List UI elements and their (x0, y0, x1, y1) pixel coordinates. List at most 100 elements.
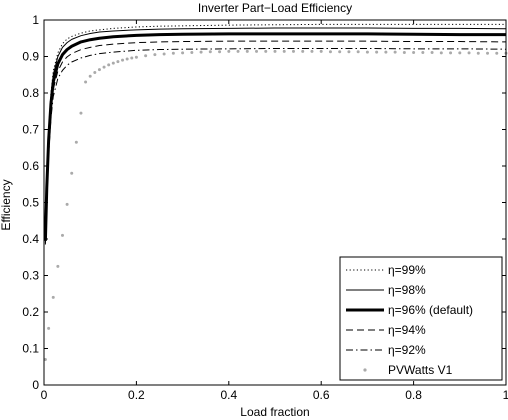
series-4 (44, 40, 507, 243)
series-line (44, 23, 506, 240)
y-axis-label: Efficiency (0, 179, 13, 230)
legend-entry: η=96% (default) (346, 303, 473, 317)
data-point (393, 50, 397, 54)
data-point (273, 49, 277, 53)
legend-entry: η=99% (346, 263, 426, 277)
x-axis-label: Load fraction (240, 405, 309, 419)
y-tick-label: 0.4 (22, 232, 39, 246)
data-point (107, 63, 111, 67)
y-tick-label: 0.7 (22, 123, 39, 137)
data-point (476, 51, 480, 55)
data-point (102, 65, 106, 69)
series-line (44, 47, 507, 245)
data-point (495, 51, 499, 55)
x-tick-label: 0 (41, 388, 48, 402)
legend-entry: PVWatts V1 (363, 363, 453, 377)
plot-frame (43, 19, 507, 386)
data-point (134, 55, 138, 59)
data-point (65, 202, 69, 206)
y-tick-label: 0 (32, 378, 39, 392)
y-tick-label: 0.3 (22, 269, 39, 283)
data-point (356, 50, 360, 54)
data-point (116, 60, 120, 64)
series-layer (43, 23, 508, 361)
x-tick-label: 0.4 (220, 388, 237, 402)
data-point (227, 49, 231, 53)
data-point (47, 326, 51, 330)
x-tick-label: 0.2 (128, 388, 145, 402)
data-point (111, 61, 115, 65)
legend-entry: η=94% (346, 323, 426, 337)
series-5 (44, 47, 507, 245)
y-tick-label: 0.8 (22, 86, 39, 100)
legend-entry: η=92% (346, 343, 426, 357)
data-point (264, 49, 268, 53)
legend: η=99% η=98% η=96% (default) η=94% η=92% PVWat… (339, 256, 503, 381)
data-point (467, 51, 471, 55)
data-point (121, 58, 125, 62)
data-point (125, 57, 129, 61)
series-line (44, 27, 507, 240)
series-line (44, 40, 507, 243)
data-point (144, 54, 148, 58)
data-point (208, 50, 212, 54)
data-point (421, 50, 425, 54)
data-point (291, 49, 295, 53)
legend-box (339, 256, 503, 381)
data-point (190, 50, 194, 54)
y-tick-label: 0.2 (22, 305, 39, 319)
data-point (84, 80, 88, 84)
data-point (449, 51, 453, 55)
chart-title: Inverter Part−Load Efficiency (198, 1, 352, 15)
legend-label: η=94% (388, 323, 426, 337)
series-line (43, 32, 506, 241)
data-point (282, 49, 286, 53)
x-tick-label: 0.6 (313, 388, 330, 402)
data-point (255, 49, 259, 53)
legend-label: η=92% (388, 343, 426, 357)
data-point (93, 71, 97, 75)
data-point (162, 52, 166, 56)
series-2 (44, 27, 507, 240)
series-1 (44, 23, 506, 240)
data-point (79, 111, 83, 115)
x-tick-label: 1 (503, 388, 508, 402)
legend-marker (363, 368, 367, 372)
data-point (153, 53, 157, 57)
legend-label: PVWatts V1 (388, 363, 453, 377)
data-point (338, 50, 342, 54)
legend-entry: η=98% (346, 283, 426, 297)
data-point (319, 49, 323, 53)
data-point (218, 50, 222, 54)
data-point (328, 50, 332, 54)
data-point (310, 49, 314, 53)
y-tick-label: 0.9 (22, 50, 39, 64)
data-point (486, 51, 490, 55)
data-point (430, 50, 434, 54)
data-point (171, 51, 175, 55)
legend-label: η=98% (388, 283, 426, 297)
data-point (301, 49, 305, 53)
data-point (70, 171, 74, 175)
series-6 (43, 49, 508, 361)
data-point (88, 74, 92, 78)
y-tick-label: 0.1 (22, 342, 39, 356)
legend-label: η=96% (default) (388, 303, 473, 317)
data-point (439, 51, 443, 55)
data-point (56, 264, 60, 268)
data-point (365, 50, 369, 54)
data-point (181, 51, 185, 55)
data-point (402, 50, 406, 54)
data-point (51, 295, 55, 299)
data-point (74, 140, 78, 144)
data-point (130, 56, 134, 60)
data-point (384, 50, 388, 54)
data-point (236, 49, 240, 53)
data-point (245, 49, 249, 53)
y-tick-label: 0.5 (22, 196, 39, 210)
x-tick-label: 0.8 (405, 388, 422, 402)
data-point (458, 51, 462, 55)
legend-label: η=99% (388, 263, 426, 277)
data-point (97, 68, 101, 72)
